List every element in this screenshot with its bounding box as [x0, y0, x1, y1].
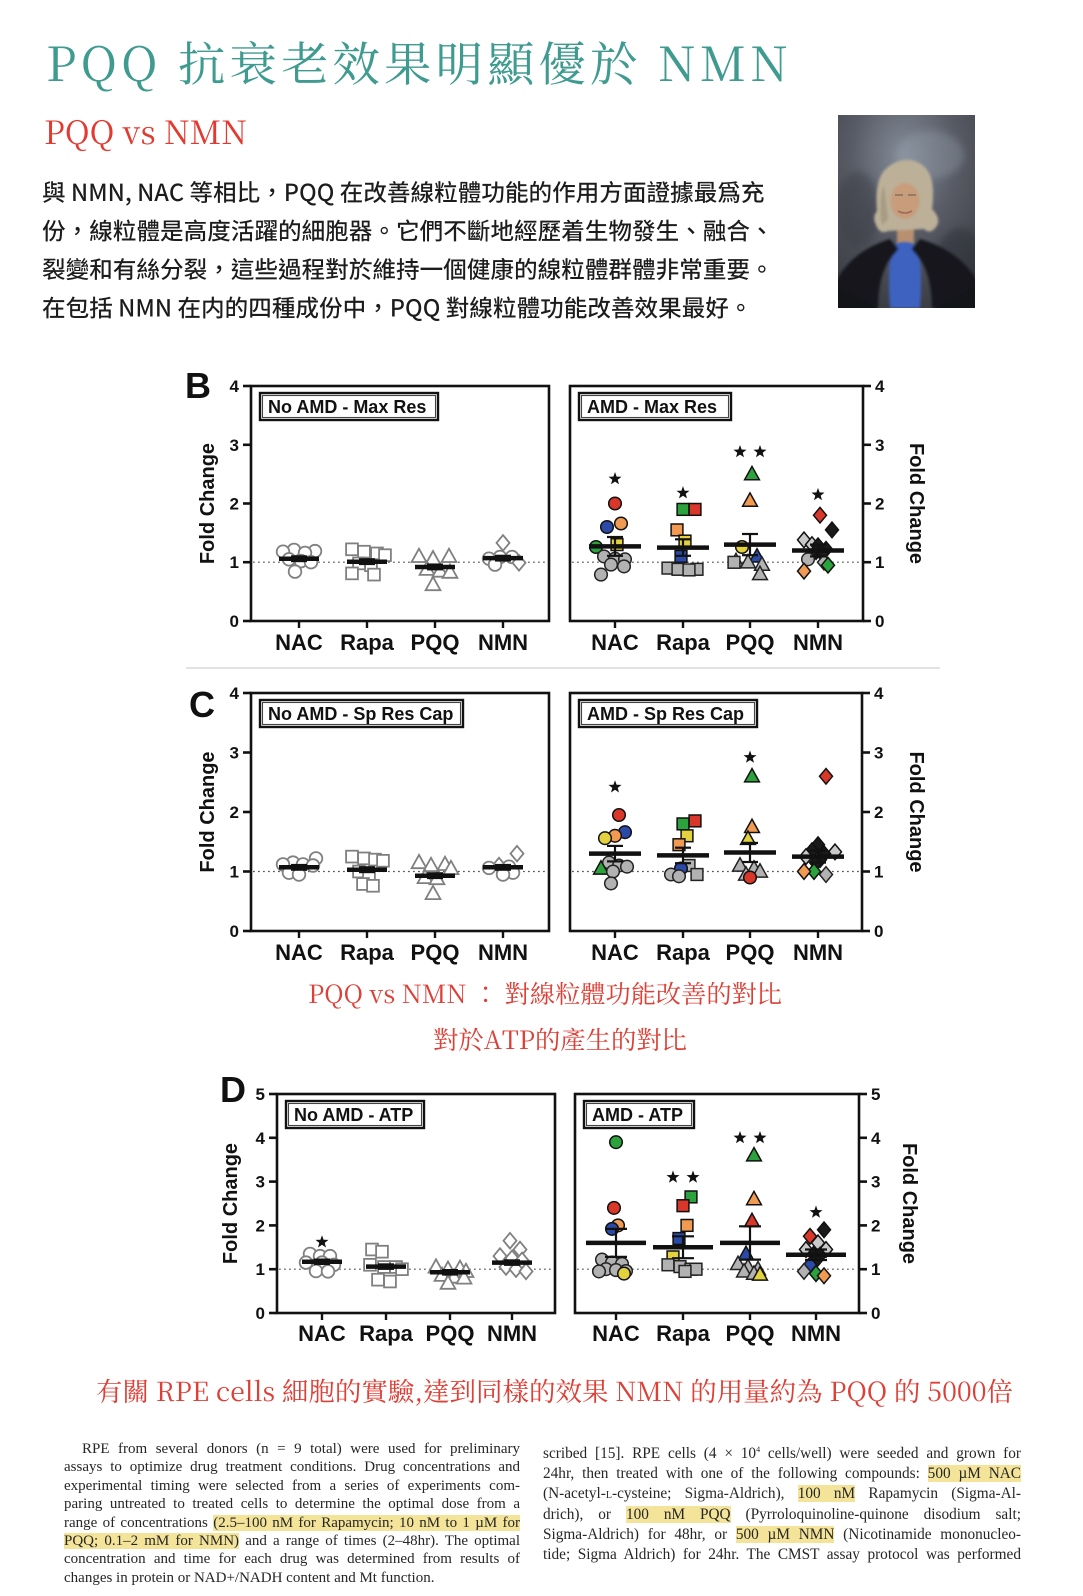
svg-text:0: 0 [875, 612, 884, 631]
svg-text:2: 2 [230, 803, 239, 822]
svg-text:PQQ: PQQ [426, 1321, 475, 1346]
svg-text:Fold Change: Fold Change [220, 1143, 242, 1264]
svg-text:2: 2 [230, 495, 239, 514]
svg-text:AMD - Max Res: AMD - Max Res [587, 397, 717, 417]
svg-text:Rapa: Rapa [656, 940, 711, 965]
svg-text:Rapa: Rapa [359, 1321, 414, 1346]
svg-text:4: 4 [875, 377, 885, 396]
svg-text:No AMD - ATP: No AMD - ATP [294, 1105, 413, 1125]
svg-text:1: 1 [875, 553, 884, 572]
svg-text:3: 3 [256, 1173, 265, 1192]
svg-text:NMN: NMN [478, 630, 528, 655]
svg-text:1: 1 [871, 1260, 880, 1279]
svg-text:No AMD - Max Res: No AMD - Max Res [268, 397, 426, 417]
svg-text:No AMD - Sp Res Cap: No AMD - Sp Res Cap [268, 704, 453, 724]
svg-text:Rapa: Rapa [340, 630, 395, 655]
svg-text:NAC: NAC [592, 1321, 640, 1346]
svg-text:NMN: NMN [793, 630, 843, 655]
svg-text:Fold Change: Fold Change [905, 443, 927, 564]
svg-text:Fold Change: Fold Change [197, 751, 219, 872]
svg-text:PQQ: PQQ [726, 630, 775, 655]
svg-text:5: 5 [871, 1085, 880, 1104]
svg-text:4: 4 [230, 377, 240, 396]
svg-text:PQQ: PQQ [411, 940, 460, 965]
svg-text:0: 0 [256, 1304, 265, 1323]
svg-text:D: D [220, 1069, 246, 1110]
svg-text:0: 0 [874, 922, 883, 941]
svg-text:3: 3 [230, 436, 239, 455]
svg-text:4: 4 [871, 1129, 881, 1148]
svg-text:3: 3 [875, 436, 884, 455]
svg-text:Rapa: Rapa [340, 940, 395, 965]
svg-text:4: 4 [874, 684, 884, 703]
svg-text:NMN: NMN [791, 1321, 841, 1346]
svg-text:Fold Change: Fold Change [197, 443, 219, 564]
svg-text:0: 0 [871, 1304, 880, 1323]
svg-text:3: 3 [874, 744, 883, 763]
svg-text:2: 2 [875, 495, 884, 514]
svg-text:C: C [189, 684, 215, 725]
svg-text:4: 4 [256, 1129, 266, 1148]
svg-text:1: 1 [256, 1260, 265, 1279]
svg-text:0: 0 [230, 612, 239, 631]
svg-text:NMN: NMN [487, 1321, 537, 1346]
svg-text:NAC: NAC [591, 940, 639, 965]
svg-text:0: 0 [230, 922, 239, 941]
svg-text:AMD - ATP: AMD - ATP [592, 1105, 683, 1125]
svg-text:2: 2 [874, 803, 883, 822]
svg-text:3: 3 [871, 1173, 880, 1192]
svg-text:B: B [185, 365, 211, 406]
svg-text:NMN: NMN [793, 940, 843, 965]
svg-text:Fold Change: Fold Change [905, 751, 927, 872]
svg-text:4: 4 [230, 684, 240, 703]
svg-text:Fold Change: Fold Change [898, 1143, 920, 1264]
svg-text:NAC: NAC [298, 1321, 346, 1346]
svg-text:Rapa: Rapa [656, 1321, 711, 1346]
svg-text:NAC: NAC [591, 630, 639, 655]
svg-text:AMD - Sp Res Cap: AMD - Sp Res Cap [587, 704, 744, 724]
svg-text:PQQ: PQQ [726, 940, 775, 965]
svg-text:NAC: NAC [275, 940, 323, 965]
svg-text:PQQ: PQQ [411, 630, 460, 655]
svg-text:1: 1 [230, 863, 239, 882]
svg-text:NAC: NAC [275, 630, 323, 655]
svg-text:5: 5 [256, 1085, 265, 1104]
svg-text:2: 2 [256, 1216, 265, 1235]
svg-text:1: 1 [874, 863, 883, 882]
svg-text:2: 2 [871, 1216, 880, 1235]
svg-text:PQQ: PQQ [726, 1321, 775, 1346]
svg-text:NMN: NMN [478, 940, 528, 965]
svg-text:Rapa: Rapa [656, 630, 711, 655]
svg-text:3: 3 [230, 744, 239, 763]
svg-text:1: 1 [230, 553, 239, 572]
